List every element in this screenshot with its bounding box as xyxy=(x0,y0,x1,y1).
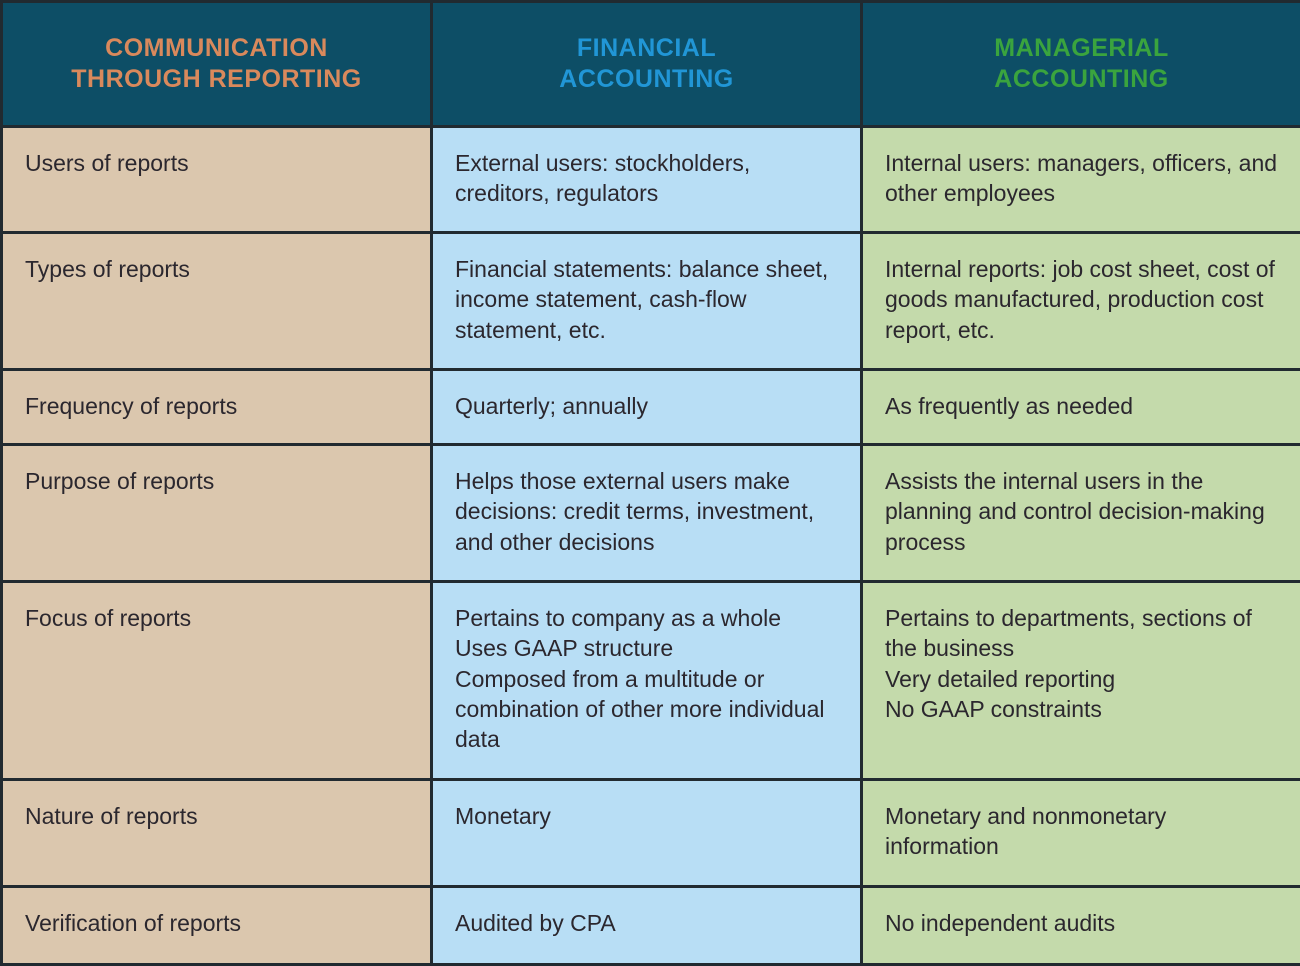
row-label-cell: Frequency of reports xyxy=(2,370,432,445)
financial-cell: Quarterly; annually xyxy=(432,370,862,445)
column-header-managerial-accounting: MANAGERIAL ACCOUNTING xyxy=(862,2,1300,127)
financial-cell: Audited by CPA xyxy=(432,887,862,965)
table-row-purpose-of-reports: Purpose of reports Helps those external … xyxy=(2,445,1300,582)
header-row: COMMUNICATION THROUGH REPORTING FINANCIA… xyxy=(2,2,1300,127)
financial-cell: Helps those external users make decision… xyxy=(432,445,862,582)
managerial-cell: Monetary and nonmonetary information xyxy=(862,780,1300,887)
financial-cell: External users: stockholders, creditors,… xyxy=(432,127,862,233)
column-header-communication-through-reporting: COMMUNICATION THROUGH REPORTING xyxy=(2,2,432,127)
row-label-cell: Users of reports xyxy=(2,127,432,233)
table-row-verification-of-reports: Verification of reports Audited by CPA N… xyxy=(2,887,1300,965)
managerial-cell: Pertains to departments, sections of the… xyxy=(862,582,1300,780)
row-label-cell: Verification of reports xyxy=(2,887,432,965)
managerial-cell: Assists the internal users in the planni… xyxy=(862,445,1300,582)
managerial-cell: No independent audits xyxy=(862,887,1300,965)
row-label-cell: Purpose of reports xyxy=(2,445,432,582)
table-row-focus-of-reports: Focus of reports Pertains to company as … xyxy=(2,582,1300,780)
financial-cell: Pertains to company as a whole Uses GAAP… xyxy=(432,582,862,780)
row-label-cell: Focus of reports xyxy=(2,582,432,780)
table-row-frequency-of-reports: Frequency of reports Quarterly; annually… xyxy=(2,370,1300,445)
table-row-users-of-reports: Users of reports External users: stockho… xyxy=(2,127,1300,233)
managerial-cell: As frequently as needed xyxy=(862,370,1300,445)
managerial-cell: Internal users: managers, officers, and … xyxy=(862,127,1300,233)
table-row-types-of-reports: Types of reports Financial statements: b… xyxy=(2,233,1300,370)
column-header-financial-accounting: FINANCIAL ACCOUNTING xyxy=(432,2,862,127)
row-label-cell: Types of reports xyxy=(2,233,432,370)
table-row-nature-of-reports: Nature of reports Monetary Monetary and … xyxy=(2,780,1300,887)
financial-cell: Financial statements: balance sheet, inc… xyxy=(432,233,862,370)
financial-cell: Monetary xyxy=(432,780,862,887)
managerial-cell: Internal reports: job cost sheet, cost o… xyxy=(862,233,1300,370)
row-label-cell: Nature of reports xyxy=(2,780,432,887)
